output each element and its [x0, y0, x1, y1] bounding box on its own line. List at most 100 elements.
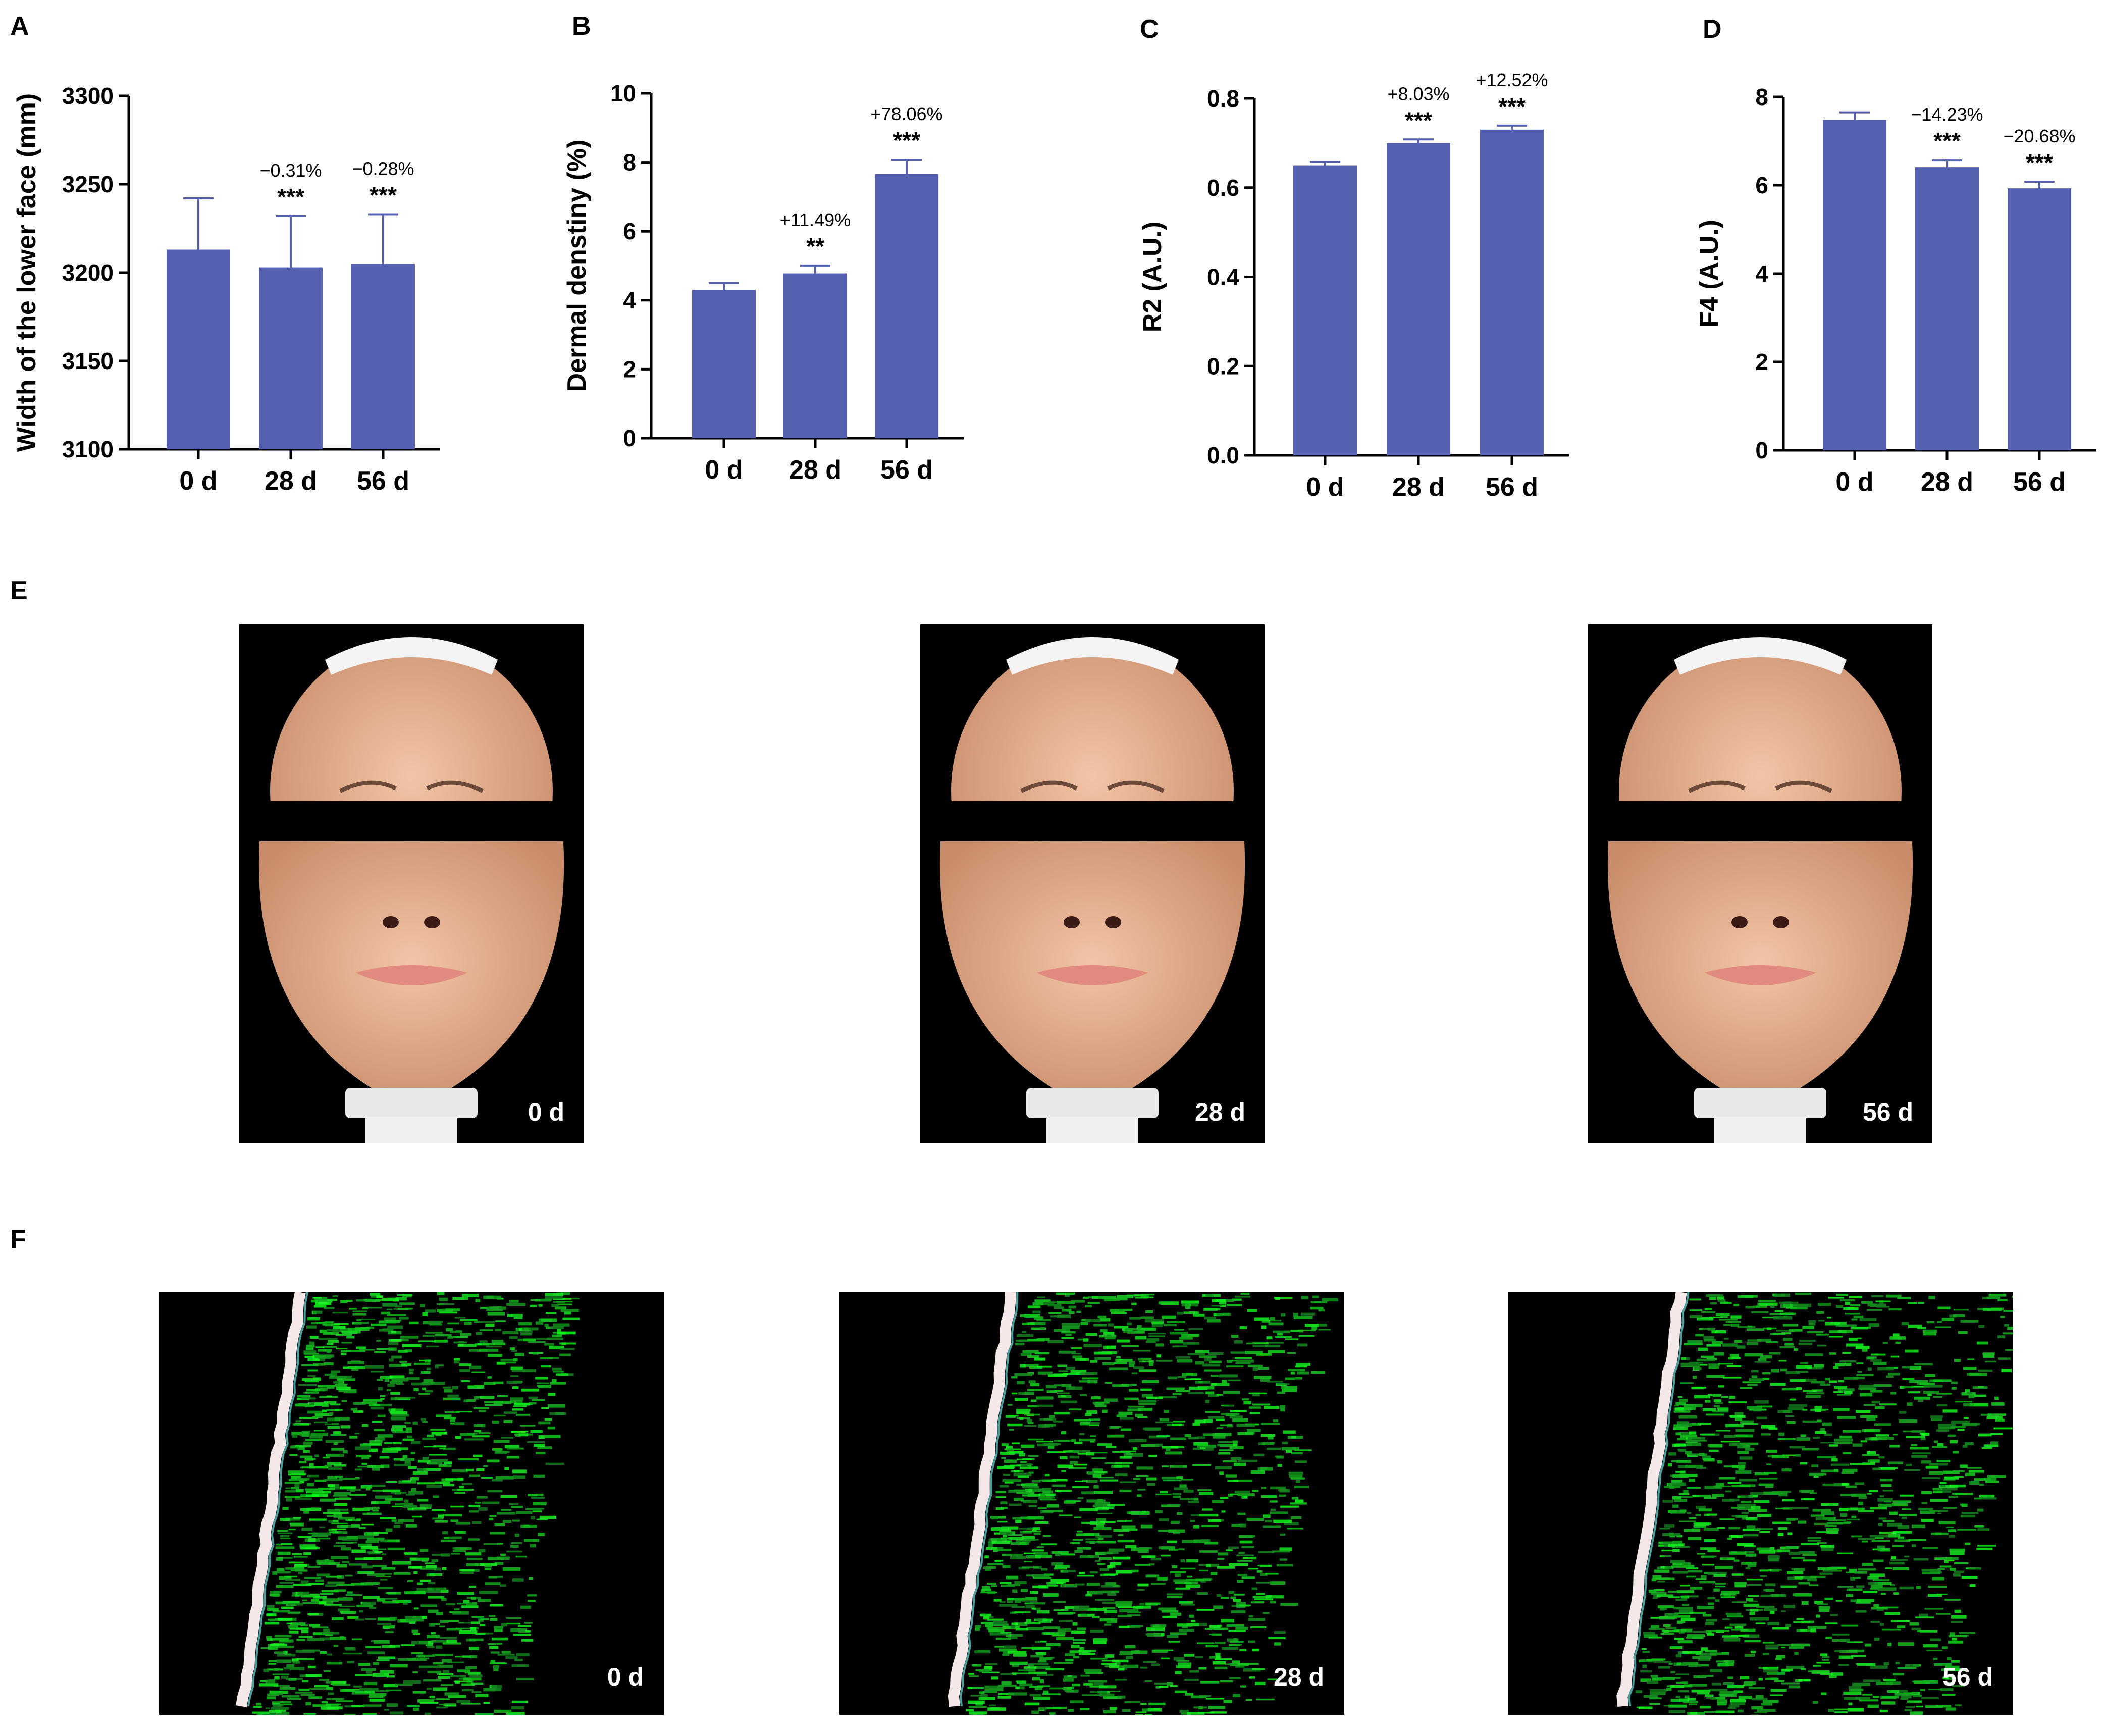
- echo-speckle: [1166, 1448, 1171, 1451]
- echo-speckle: [347, 1328, 362, 1331]
- echo-speckle: [1143, 1661, 1157, 1663]
- echo-speckle: [1104, 1398, 1118, 1402]
- echo-speckle: [1737, 1451, 1749, 1454]
- echo-speckle: [1699, 1364, 1708, 1366]
- echo-speckle: [342, 1539, 358, 1541]
- echo-speckle: [317, 1385, 335, 1388]
- echo-speckle: [1158, 1607, 1171, 1610]
- echo-speckle: [1937, 1321, 1942, 1323]
- echo-speckle: [1012, 1392, 1018, 1395]
- echo-speckle: [1850, 1688, 1864, 1692]
- echo-speckle: [1773, 1316, 1793, 1320]
- percent-change-label: −14.23%: [1911, 104, 1983, 125]
- echo-speckle: [468, 1647, 479, 1650]
- echo-speckle: [503, 1419, 513, 1423]
- echo-speckle: [1837, 1552, 1853, 1554]
- echo-speckle: [393, 1442, 402, 1444]
- echo-speckle: [1036, 1319, 1051, 1322]
- echo-speckle: [1836, 1305, 1843, 1308]
- echo-speckle: [1024, 1561, 1033, 1563]
- echo-speckle: [425, 1643, 433, 1646]
- echo-speckle: [1290, 1516, 1302, 1519]
- echo-speckle: [463, 1399, 468, 1403]
- echo-speckle: [1065, 1334, 1072, 1336]
- echo-speckle: [378, 1617, 395, 1621]
- y-tick-label: 4: [1755, 260, 1768, 287]
- echo-speckle: [1650, 1617, 1660, 1619]
- echo-speckle: [1175, 1356, 1191, 1359]
- echo-speckle: [545, 1295, 563, 1299]
- echo-speckle: [1779, 1301, 1799, 1304]
- echo-speckle: [1237, 1560, 1253, 1562]
- echo-speckle: [527, 1494, 538, 1497]
- echo-speckle: [1103, 1332, 1115, 1335]
- echo-speckle: [989, 1688, 1004, 1692]
- echo-speckle: [1174, 1465, 1183, 1467]
- x-tick-label: 56 d: [1486, 472, 1538, 502]
- echo-speckle: [1638, 1706, 1653, 1709]
- echo-speckle: [1120, 1456, 1132, 1459]
- echo-speckle: [1668, 1596, 1680, 1598]
- echo-speckle: [1739, 1506, 1745, 1509]
- echo-speckle: [1774, 1293, 1790, 1297]
- echo-speckle: [439, 1673, 454, 1676]
- echo-speckle: [1162, 1315, 1176, 1319]
- echo-speckle: [419, 1665, 437, 1668]
- echo-speckle: [1058, 1350, 1076, 1354]
- echo-speckle: [445, 1308, 460, 1311]
- echo-speckle: [298, 1384, 317, 1386]
- echo-speckle: [1704, 1528, 1719, 1531]
- echo-speckle: [1199, 1569, 1208, 1572]
- echo-speckle: [987, 1707, 1006, 1711]
- echo-speckle: [1800, 1668, 1806, 1670]
- echo-speckle: [380, 1540, 388, 1543]
- echo-speckle: [1130, 1650, 1148, 1654]
- echo-speckle: [387, 1314, 406, 1316]
- echo-speckle: [1663, 1486, 1680, 1488]
- echo-speckle: [426, 1484, 442, 1488]
- echo-speckle: [319, 1329, 328, 1333]
- echo-speckle: [1062, 1325, 1080, 1329]
- echo-speckle: [1707, 1327, 1716, 1331]
- echo-speckle: [1762, 1642, 1774, 1644]
- echo-speckle: [391, 1331, 396, 1333]
- echo-speckle: [427, 1587, 447, 1591]
- echo-speckle: [376, 1659, 390, 1661]
- echo-speckle: [1291, 1435, 1297, 1439]
- echo-speckle: [1000, 1532, 1013, 1535]
- echo-speckle: [1747, 1564, 1756, 1567]
- echo-speckle: [1056, 1637, 1074, 1640]
- echo-speckle: [1042, 1510, 1058, 1512]
- echo-speckle: [1860, 1440, 1867, 1443]
- echo-speckle: [1239, 1540, 1253, 1544]
- echo-speckle: [1687, 1698, 1696, 1701]
- echo-speckle: [1765, 1644, 1779, 1647]
- echo-speckle: [1652, 1575, 1662, 1579]
- echo-speckle: [1089, 1591, 1103, 1595]
- echo-speckle: [480, 1396, 495, 1399]
- echo-speckle: [1085, 1319, 1101, 1322]
- echo-speckle: [1136, 1466, 1153, 1470]
- echo-speckle: [1083, 1338, 1088, 1342]
- echo-speckle: [547, 1404, 566, 1408]
- echo-speckle: [420, 1371, 431, 1374]
- echo-speckle: [1997, 1299, 2008, 1301]
- echo-speckle: [1254, 1598, 1274, 1601]
- echo-speckle: [1870, 1390, 1883, 1393]
- echo-speckle: [1731, 1573, 1744, 1576]
- echo-speckle: [307, 1474, 319, 1478]
- echo-speckle: [411, 1652, 423, 1654]
- echo-speckle: [1268, 1436, 1274, 1440]
- echo-speckle: [1239, 1535, 1254, 1538]
- echo-speckle: [279, 1582, 294, 1584]
- echo-speckle: [375, 1495, 392, 1499]
- echo-speckle: [1260, 1423, 1280, 1425]
- epidermis-band: [236, 1292, 306, 1707]
- echo-speckle: [349, 1308, 357, 1310]
- echo-speckle: [1137, 1583, 1149, 1587]
- echo-speckle: [1949, 1548, 1965, 1552]
- echo-speckle: [1748, 1687, 1765, 1689]
- echo-speckle: [444, 1461, 453, 1464]
- echo-speckle: [1695, 1514, 1701, 1516]
- echo-speckle: [975, 1625, 981, 1628]
